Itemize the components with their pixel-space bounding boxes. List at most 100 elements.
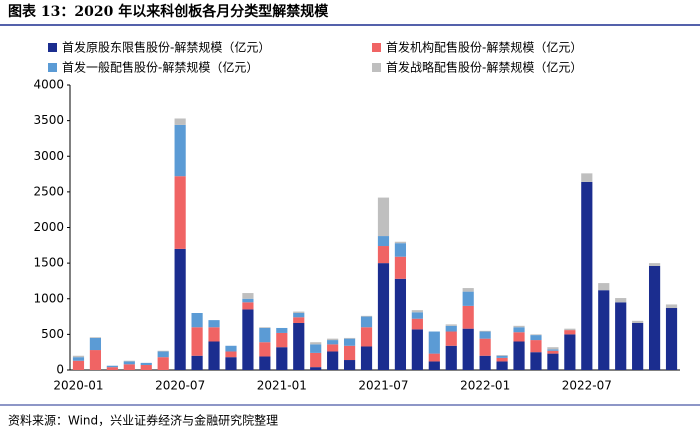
bar-segment xyxy=(445,324,457,326)
bar-segment xyxy=(530,335,542,341)
bar-segment xyxy=(496,355,508,356)
bar-segment xyxy=(89,337,102,338)
bar-segment xyxy=(140,365,152,370)
bar-segment xyxy=(411,312,423,319)
y-tick-label: 3000 xyxy=(33,149,64,163)
bar-segment xyxy=(242,309,254,370)
bar-segment xyxy=(615,302,627,370)
bar-segment xyxy=(530,340,542,353)
bar-segment xyxy=(411,310,423,313)
bar-segment xyxy=(360,315,373,317)
x-tick-label: 2022-07 xyxy=(562,379,612,393)
bar-segment xyxy=(648,263,661,266)
bar-segment xyxy=(310,344,322,353)
bar-segment xyxy=(513,325,525,328)
bar-segment xyxy=(445,325,457,332)
bar-segment xyxy=(276,327,288,333)
bar-segment xyxy=(564,334,576,370)
x-tick-label: 2021-07 xyxy=(358,379,408,393)
bar-segment xyxy=(377,197,390,237)
bar-segment xyxy=(513,332,525,342)
bar-segment xyxy=(343,360,356,370)
bar-segment xyxy=(225,351,237,358)
bar-segment xyxy=(394,241,407,244)
bar-segment xyxy=(411,329,423,370)
bar-segment xyxy=(157,350,169,352)
x-tick-label: 2022-01 xyxy=(460,379,510,393)
bar-segment xyxy=(394,278,407,370)
source: 资料来源：Wind，兴业证券经济与金融研究院整理 xyxy=(8,413,278,428)
bar-segment xyxy=(547,350,559,354)
x-tick-label: 2021-01 xyxy=(257,379,307,393)
bar-segment xyxy=(106,367,118,370)
bar-segment xyxy=(462,328,474,370)
bar-segment xyxy=(377,246,390,264)
y-tick-label: 0 xyxy=(56,363,64,377)
bar-segment xyxy=(445,331,457,346)
bar-segment xyxy=(530,352,542,370)
bar-segment xyxy=(157,351,169,358)
bar-segment xyxy=(632,322,644,370)
bar-segment xyxy=(208,327,220,342)
bar-segment xyxy=(208,320,220,328)
bar-segment xyxy=(343,337,356,339)
bar-segment xyxy=(343,338,356,346)
bar-segment xyxy=(513,327,525,333)
bar-segment xyxy=(208,341,220,370)
bar-segment xyxy=(293,313,305,318)
bar-segment xyxy=(479,331,491,339)
bar-segment xyxy=(293,311,305,313)
bar-segment xyxy=(377,236,390,247)
bar-segment xyxy=(360,316,373,328)
bar-segment xyxy=(259,356,271,370)
bar-segment xyxy=(665,304,678,309)
bar-segment xyxy=(174,124,186,177)
bar-segment xyxy=(479,338,491,356)
bar-segment xyxy=(327,340,339,345)
bar-segment xyxy=(462,305,474,329)
x-tick-label: 2020-07 xyxy=(155,379,205,393)
y-tick-label: 4000 xyxy=(33,78,64,92)
bar-segment xyxy=(106,365,118,368)
bar-segment xyxy=(428,331,440,354)
bar-segment xyxy=(89,337,102,351)
bar-segment xyxy=(225,345,237,352)
bar-segment xyxy=(648,265,661,370)
bar-segment xyxy=(530,334,542,336)
bar-segment xyxy=(394,256,407,279)
bar-segment xyxy=(598,283,610,291)
legend-swatch xyxy=(48,43,57,52)
bar-segment xyxy=(259,327,271,328)
bar-segment xyxy=(547,347,559,350)
bar-segment xyxy=(242,298,254,303)
y-tick-label: 1500 xyxy=(33,256,64,270)
bar-segment xyxy=(242,293,254,299)
y-tick-label: 2000 xyxy=(33,220,64,234)
bar-segment xyxy=(547,353,559,370)
bar-segment xyxy=(157,357,169,370)
bar-segment xyxy=(360,327,373,347)
bar-segment xyxy=(479,355,491,370)
bar-segment xyxy=(615,298,627,303)
bar-segment xyxy=(496,357,508,362)
legend-swatch xyxy=(372,63,381,72)
bar-segment xyxy=(174,118,186,125)
bar-segment xyxy=(191,355,203,370)
bar-segment xyxy=(174,248,186,370)
bar-segment xyxy=(327,344,339,352)
x-tick-label: 2020-01 xyxy=(53,379,103,393)
legend-label: 首发一般配售股份-解禁规模（亿元） xyxy=(62,60,258,75)
bar-segment xyxy=(377,263,390,370)
bar-segment xyxy=(123,360,135,362)
y-tick-label: 2500 xyxy=(33,184,64,198)
chart-title: 图表 13：2020 年以来科创板各月分类型解禁规模 xyxy=(8,3,329,20)
bar-segment xyxy=(360,346,373,370)
bar-segment xyxy=(123,361,135,365)
bar-segment xyxy=(72,360,85,370)
bar-segment xyxy=(293,317,305,323)
bar-segment xyxy=(513,341,525,370)
bar-segment xyxy=(547,349,559,351)
bar-segment xyxy=(242,302,254,310)
bar-segment xyxy=(72,355,85,358)
legend-swatch xyxy=(372,43,381,52)
